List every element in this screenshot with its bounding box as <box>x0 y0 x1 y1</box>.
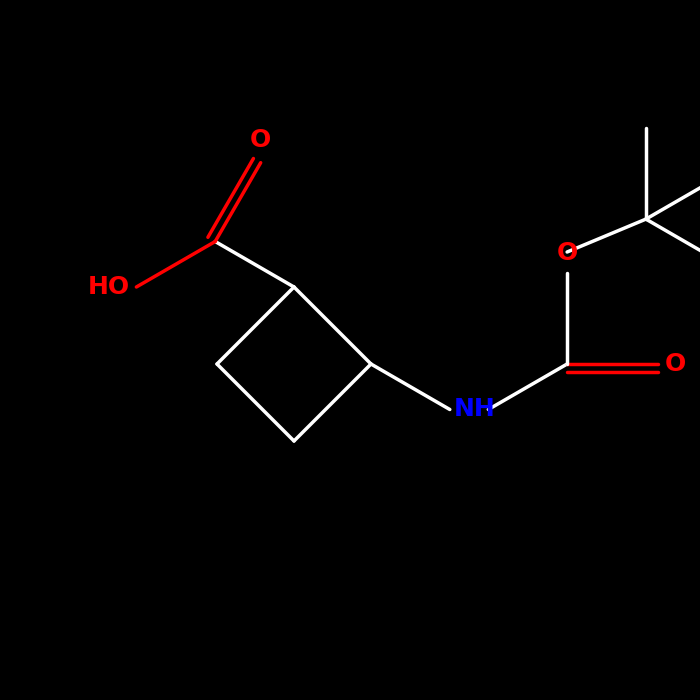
Text: HO: HO <box>88 275 130 299</box>
Text: O: O <box>250 128 272 152</box>
Text: NH: NH <box>454 398 495 421</box>
Text: O: O <box>556 241 577 265</box>
Text: O: O <box>665 352 687 376</box>
